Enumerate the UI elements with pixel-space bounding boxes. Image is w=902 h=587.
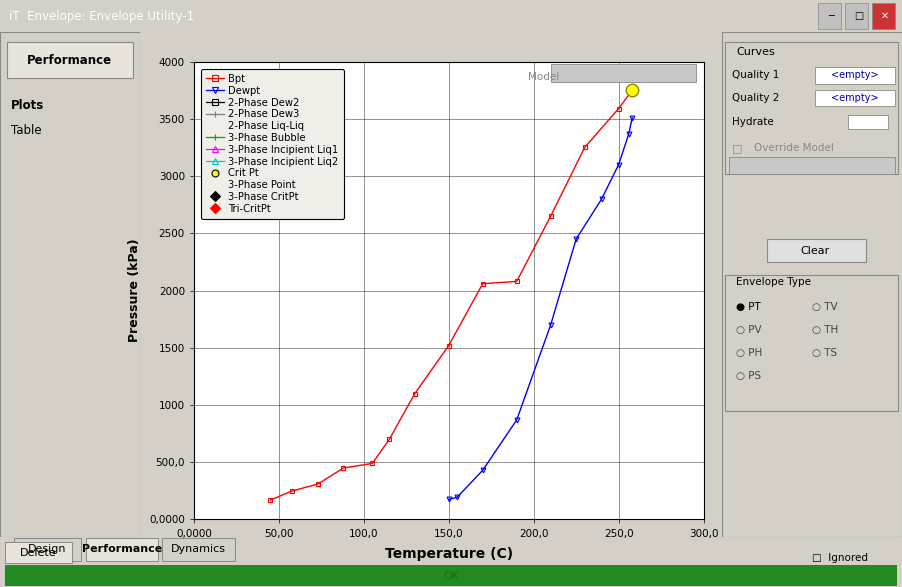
FancyBboxPatch shape [7, 42, 133, 77]
FancyBboxPatch shape [848, 115, 888, 129]
FancyBboxPatch shape [5, 565, 897, 586]
Text: ● PT: ● PT [736, 302, 760, 312]
FancyBboxPatch shape [550, 64, 696, 82]
Text: Delete: Delete [20, 548, 56, 558]
FancyBboxPatch shape [5, 542, 72, 563]
Text: Table: Table [11, 124, 41, 137]
FancyBboxPatch shape [767, 239, 866, 262]
Text: ○ PH: ○ PH [736, 348, 762, 358]
FancyBboxPatch shape [872, 4, 895, 29]
Text: ○ TH: ○ TH [812, 325, 838, 335]
Text: ─: ─ [828, 11, 834, 21]
Text: ✕: ✕ [881, 11, 889, 21]
Text: Performance: Performance [82, 544, 161, 554]
FancyBboxPatch shape [815, 90, 895, 106]
Text: iT  Envelope: Envelope Utility-1: iT Envelope: Envelope Utility-1 [9, 9, 194, 23]
Text: Model: Model [528, 72, 559, 82]
Text: □: □ [732, 143, 743, 153]
Text: Plots: Plots [11, 99, 44, 112]
FancyBboxPatch shape [845, 4, 868, 29]
FancyBboxPatch shape [725, 275, 898, 411]
Text: ○ TS: ○ TS [812, 348, 837, 358]
FancyBboxPatch shape [729, 157, 895, 174]
X-axis label: Temperature (C): Temperature (C) [384, 547, 513, 561]
FancyBboxPatch shape [815, 67, 895, 84]
Text: Quality 1: Quality 1 [732, 70, 780, 80]
FancyBboxPatch shape [86, 538, 158, 561]
Text: OK: OK [443, 571, 459, 581]
Text: Clear: Clear [801, 246, 830, 256]
Text: ○ PS: ○ PS [736, 370, 761, 380]
Y-axis label: Pressure (kPa): Pressure (kPa) [128, 239, 141, 342]
Text: Override Model: Override Model [754, 143, 834, 153]
Text: Performance: Performance [27, 53, 113, 66]
Text: Envelope Type: Envelope Type [736, 277, 811, 287]
Text: <empty>: <empty> [832, 70, 879, 80]
Text: ○ PV: ○ PV [736, 325, 761, 335]
Text: Dynamics: Dynamics [171, 544, 226, 554]
FancyBboxPatch shape [725, 42, 898, 174]
Text: □: □ [853, 11, 863, 21]
Text: ○ TV: ○ TV [812, 302, 837, 312]
Legend: Bpt, Dewpt, 2-Phase Dew2, 2-Phase Dew3, 2-Phase Liq-Liq, 3-Phase Bubble, 3-Phase: Bpt, Dewpt, 2-Phase Dew2, 2-Phase Dew3, … [201, 69, 344, 219]
Text: Curves: Curves [736, 48, 775, 58]
Text: □  Ignored: □ Ignored [812, 553, 868, 563]
FancyBboxPatch shape [14, 538, 81, 561]
FancyBboxPatch shape [162, 538, 235, 561]
Text: <empty>: <empty> [832, 93, 879, 103]
Text: Quality 2: Quality 2 [732, 93, 780, 103]
Text: Hydrate: Hydrate [732, 117, 774, 127]
Text: Design: Design [28, 544, 67, 554]
FancyBboxPatch shape [818, 4, 841, 29]
